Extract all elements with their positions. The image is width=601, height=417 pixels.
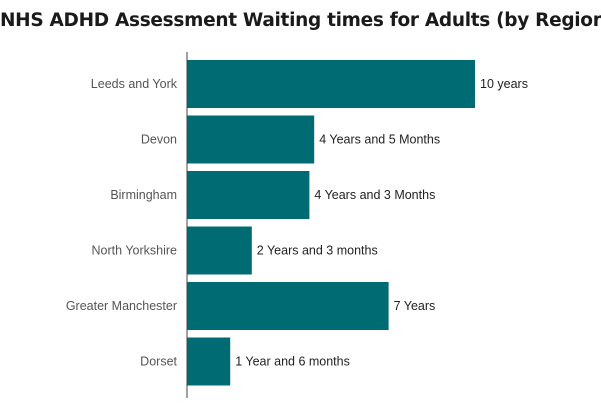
bar-birmingham <box>187 171 310 219</box>
value-labels-group: 10 years 4 Years and 5 Months 4 Years and … <box>235 77 528 369</box>
category-label-north-yorkshire: North Yorkshire <box>92 244 178 258</box>
bar-north-yorkshire <box>187 226 252 275</box>
value-label-north-yorkshire: 2 Years and 3 months <box>257 244 378 258</box>
category-label-dorset: Dorset <box>140 355 177 369</box>
category-label-greater-manchester: Greater Manchester <box>66 299 177 313</box>
bars-group <box>187 60 475 386</box>
bar-greater-manchester <box>187 282 389 330</box>
value-label-greater-manchester: 7 Years <box>394 299 436 313</box>
chart-title: NHS ADHD Assessment Waiting times for Ad… <box>0 10 601 31</box>
bar-devon <box>187 115 315 164</box>
bar-dorset <box>187 337 231 386</box>
value-label-devon: 4 Years and 5 Months <box>319 133 440 147</box>
category-labels-group: Leeds and York Devon Birmingham North Yorks… <box>66 77 178 369</box>
value-label-leeds-and-york: 10 years <box>480 77 528 91</box>
category-label-birmingham: Birmingham <box>110 188 177 202</box>
category-label-devon: Devon <box>141 133 177 147</box>
bar-leeds-and-york <box>187 60 475 108</box>
value-label-birmingham: 4 Years and 3 Months <box>314 188 435 202</box>
value-label-dorset: 1 Year and 6 months <box>235 355 350 369</box>
category-label-leeds-and-york: Leeds and York <box>91 77 178 91</box>
